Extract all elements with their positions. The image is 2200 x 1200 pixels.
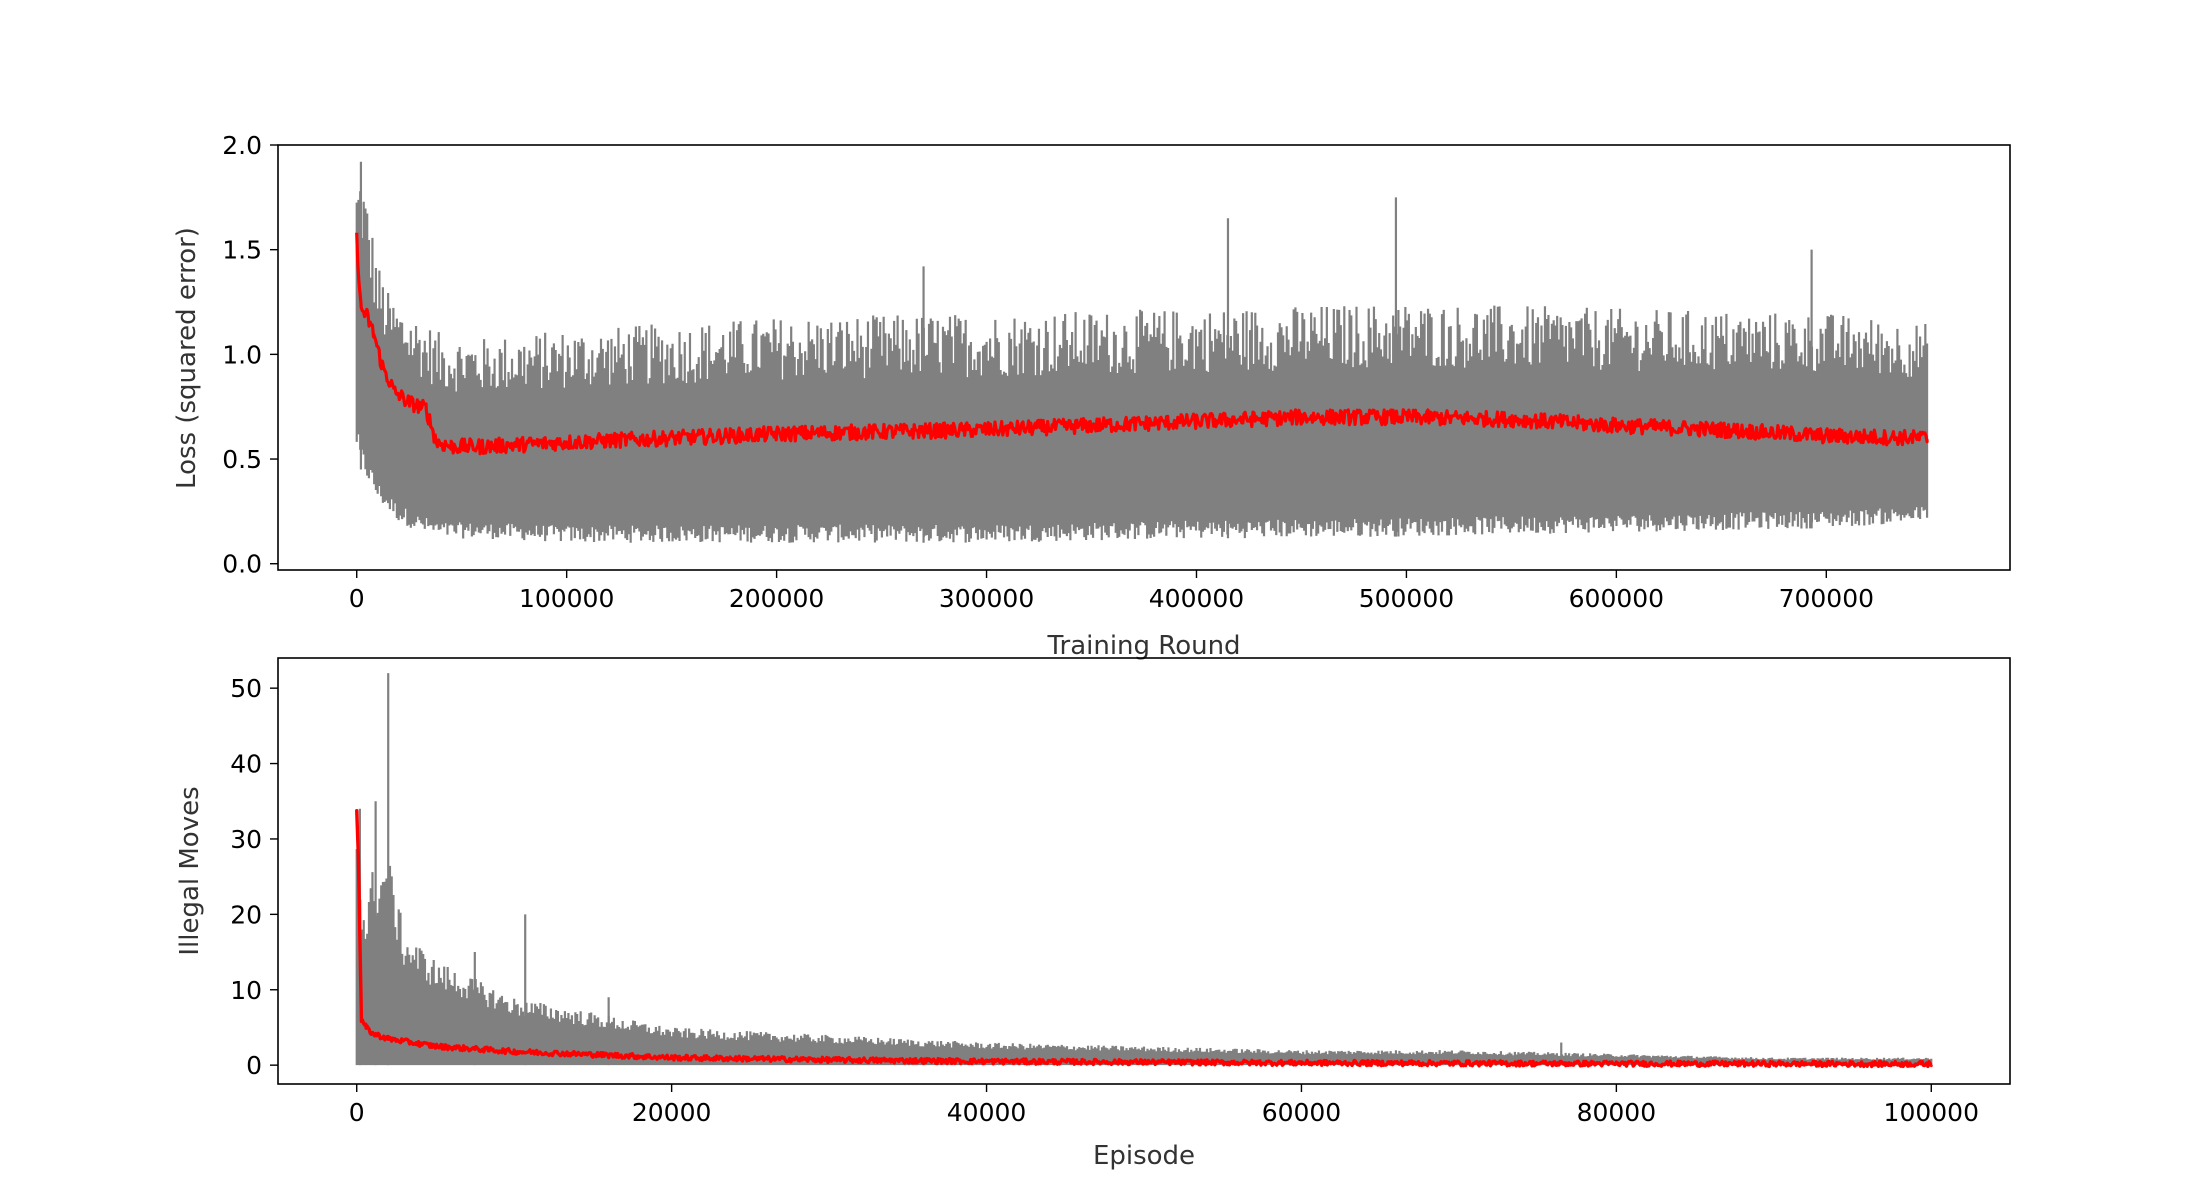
loss-x-tick-label: 700000 xyxy=(1779,584,1874,613)
loss-y-tick-label: 1.5 xyxy=(222,236,262,265)
illegal-moves-y-tick-label: 50 xyxy=(230,674,262,703)
illegal-moves-x-tick-label: 40000 xyxy=(947,1098,1027,1127)
loss-y-tick-label: 0.0 xyxy=(222,550,262,579)
loss-subplot: 0 100000 200000 300000 400000 500000 600000 700… xyxy=(172,131,2011,661)
loss-moving-average-series xyxy=(355,232,1929,456)
illegal-moves-y-tick-label: 10 xyxy=(230,976,262,1005)
illegal-moves-plot-area xyxy=(355,673,1933,1069)
loss-x-axis-label: Training Round xyxy=(1046,631,1240,661)
illegal-moves-y-tick-label: 0 xyxy=(246,1051,262,1080)
illegal-moves-moving-average-line xyxy=(355,809,1933,1069)
illegal-moves-y-tick-label: 20 xyxy=(230,900,262,929)
loss-y-tick-label: 1.0 xyxy=(222,340,262,369)
illegal-moves-y-ticks: 0 10 20 30 40 50 xyxy=(230,674,278,1080)
illegal-moves-x-tick-label: 0 xyxy=(349,1098,365,1127)
loss-plot-area xyxy=(355,161,1929,543)
loss-y-tick-label: 2.0 xyxy=(222,131,262,160)
loss-moving-average-line xyxy=(355,232,1929,456)
loss-y-axis-label: Loss (squared error) xyxy=(172,227,202,489)
illegal-moves-moving-average-series xyxy=(355,809,1933,1069)
illegal-moves-x-tick-label: 80000 xyxy=(1577,1098,1657,1127)
loss-x-tick-label: 600000 xyxy=(1569,584,1664,613)
loss-x-tick-label: 0 xyxy=(349,584,365,613)
illegal-moves-y-tick-label: 30 xyxy=(230,825,262,854)
illegal-moves-subplot: 0 20000 40000 60000 80000 100000 01020304050 … xyxy=(175,657,2011,1171)
illegal-moves-y-tick-label: 40 xyxy=(230,750,262,779)
loss-x-ticks: 0 100000 200000 300000 400000 500000 600000 700… xyxy=(349,570,1874,613)
illegal-moves-y-axis-label: Illegal Moves xyxy=(175,786,205,955)
loss-x-tick-label: 500000 xyxy=(1359,584,1454,613)
loss-y-tick-label: 0.5 xyxy=(222,445,262,474)
illegal-moves-x-tick-label: 100000 xyxy=(1884,1098,1979,1127)
illegal-moves-axes-frame xyxy=(277,657,2011,1085)
illegal-moves-x-ticks: 0 20000 40000 60000 80000 100000 xyxy=(349,1084,1979,1127)
loss-x-tick-label: 400000 xyxy=(1149,584,1244,613)
illegal-moves-x-tick-label: 60000 xyxy=(1262,1098,1342,1127)
loss-y-ticks: 0.0 0.5 1.0 1.5 2.0 xyxy=(222,131,278,579)
loss-x-tick-label: 300000 xyxy=(939,584,1034,613)
loss-x-tick-label: 200000 xyxy=(729,584,824,613)
loss-x-tick-label: 100000 xyxy=(519,584,614,613)
illegal-moves-x-tick-label: 20000 xyxy=(632,1098,712,1127)
loss-axes-frame xyxy=(277,144,2011,571)
illegal-moves-x-axis-label: Episode xyxy=(1093,1141,1195,1171)
